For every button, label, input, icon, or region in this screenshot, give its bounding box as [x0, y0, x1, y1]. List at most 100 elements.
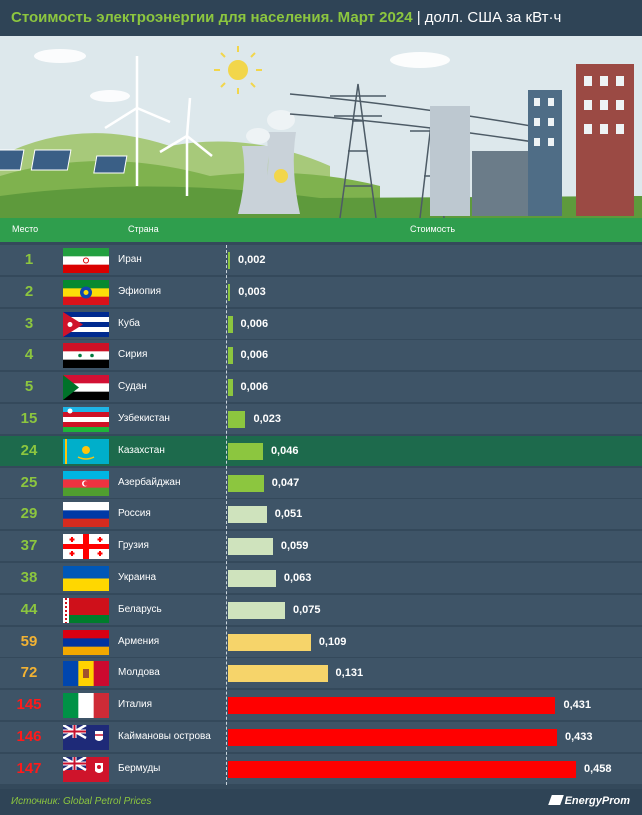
- solar-panels: [0, 149, 128, 174]
- chart-row: 59 Армения 0,109: [0, 626, 642, 657]
- value-bar: [228, 411, 246, 428]
- chart-row: 2 Эфиопия 0,003: [0, 276, 642, 307]
- country-label: Узбекистан: [118, 413, 170, 424]
- value-bar: [228, 347, 233, 365]
- italy-flag-icon: [63, 693, 109, 719]
- rank-label: 145: [16, 696, 42, 714]
- syria-flag-icon: [63, 343, 109, 369]
- country-label: Судан: [118, 381, 147, 393]
- country-label: Сирия: [118, 349, 148, 361]
- country-label: Грузия: [118, 540, 149, 552]
- cuba-flag-icon: [63, 311, 109, 337]
- value-bar: [228, 633, 311, 651]
- rank-label: 5: [24, 378, 34, 396]
- rank-label: 29: [20, 505, 38, 523]
- brand-name: EnergyProm: [564, 795, 630, 807]
- brand-icon: [547, 795, 564, 805]
- value-label: 0,063: [283, 572, 312, 584]
- value-bar: [228, 506, 267, 524]
- chart-row: 146 Каймановы острова 0,433: [0, 722, 642, 752]
- iran-flag-icon: [63, 248, 109, 273]
- rank-label: 3: [24, 314, 34, 332]
- value-label: 0,433: [565, 731, 593, 743]
- wind-turbines: [104, 56, 213, 196]
- rank-label: 24: [20, 441, 38, 459]
- ethiopia-flag-icon: [63, 279, 109, 305]
- energy-landscape-illustration: [0, 36, 642, 218]
- chart-row: 5 Судан 0,006: [0, 372, 642, 403]
- country-label: Куба: [118, 317, 140, 329]
- value-label: 0,075: [292, 603, 321, 616]
- country-label: Россия: [118, 508, 151, 520]
- country-label: Казахстан: [118, 444, 165, 456]
- country-label: Бермуды: [118, 762, 161, 774]
- value-bar: [228, 760, 576, 778]
- value-bar: [228, 283, 231, 301]
- chart-row: 147 Бермуды 0,458: [0, 753, 642, 784]
- source-note: Источник: Global Petrol Prices: [11, 796, 152, 807]
- rank-label: 25: [20, 473, 38, 491]
- value-label: 0,006: [240, 381, 269, 394]
- armenia-flag-icon: [63, 629, 109, 655]
- value-bar: [228, 315, 233, 333]
- column-header-bar: Место Страна Стоимость: [0, 218, 642, 242]
- chart-row: 29 Россия 0,051: [0, 499, 642, 530]
- page-title: Стоимость электроэнергии для населения. …: [11, 9, 561, 26]
- chart-row: 1 Иран 0,002: [0, 245, 642, 275]
- sun-icon: [214, 46, 262, 94]
- footer-bar: Источник: Global Petrol Prices EnergyPro…: [0, 789, 642, 815]
- chart-row: 15 Узбекистан 0,023: [0, 404, 642, 434]
- country-label: Армения: [118, 635, 160, 647]
- chart-row: 44 Беларусь 0,075: [0, 594, 642, 625]
- column-country-header: Страна: [128, 224, 159, 234]
- column-value-header: Стоимость: [410, 224, 456, 234]
- country-label: Иран: [118, 254, 142, 265]
- kazakhstan-flag-icon: [63, 438, 109, 464]
- rank-label: 44: [20, 600, 38, 618]
- chart-row: 3 Куба 0,006: [0, 308, 642, 339]
- country-label: Каймановы острова: [118, 731, 211, 742]
- rank-label: 72: [20, 664, 38, 682]
- chart-row: 38 Украина 0,063: [0, 563, 642, 593]
- value-label: 0,051: [274, 508, 303, 521]
- brand-logo: EnergyProm: [547, 795, 630, 807]
- value-bar: [228, 570, 276, 587]
- header-bar: Стоимость электроэнергии для населения. …: [0, 0, 642, 36]
- value-label: 0,047: [271, 476, 300, 489]
- value-label: 0,109: [318, 635, 347, 648]
- country-label: Азербайджан: [118, 476, 181, 488]
- value-label: 0,046: [270, 444, 299, 457]
- chart-row: 25 Азербайджан 0,047: [0, 467, 642, 498]
- chart-row: 72 Молдова 0,131: [0, 658, 642, 689]
- value-label: 0,023: [253, 413, 281, 425]
- value-bar: [228, 442, 263, 460]
- moldova-flag-icon: [63, 661, 109, 687]
- chart-row: 4 Сирия 0,006: [0, 340, 642, 371]
- chart-row: 24 Казахстан 0,046: [0, 435, 642, 466]
- uzbekistan-flag-icon: [63, 407, 109, 432]
- chart-axis-line: [226, 245, 227, 785]
- chart-row: 37 Грузия 0,059: [0, 531, 642, 562]
- city-skyline: [430, 64, 634, 216]
- rank-label: 37: [20, 537, 38, 555]
- value-label: 0,431: [563, 699, 592, 712]
- value-label: 0,002: [238, 254, 266, 266]
- rank-label: 4: [24, 346, 34, 364]
- value-label: 0,131: [335, 667, 364, 680]
- title-text: Стоимость электроэнергии для населения. …: [11, 9, 413, 26]
- country-label: Беларусь: [118, 603, 162, 615]
- belarus-flag-icon: [63, 597, 109, 623]
- ukraine-flag-icon: [63, 566, 109, 591]
- russia-flag-icon: [63, 502, 109, 528]
- chart-row: 145 Италия 0,431: [0, 690, 642, 721]
- column-rank-header: Место: [12, 224, 39, 234]
- georgia-flag-icon: [63, 534, 109, 560]
- rank-label: 38: [20, 569, 38, 586]
- bermuda-flag-icon: [63, 756, 109, 782]
- rank-label: 15: [20, 410, 38, 427]
- rank-label: 146: [16, 728, 42, 745]
- value-label: 0,458: [584, 762, 612, 775]
- value-bar: [228, 729, 557, 746]
- value-label: 0,059: [280, 540, 309, 553]
- rank-label: 59: [20, 632, 38, 650]
